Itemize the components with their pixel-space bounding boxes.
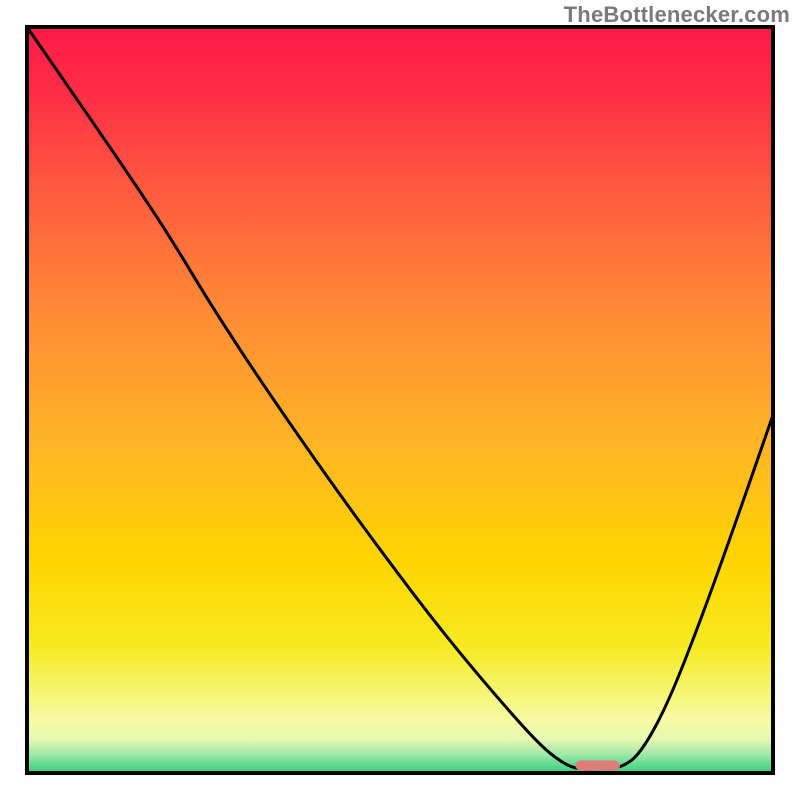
attribution-label: TheBottlenecker.com (564, 2, 790, 28)
chart-container: TheBottlenecker.com (0, 0, 800, 800)
bottleneck-chart (0, 0, 800, 800)
chart-background (27, 27, 773, 773)
optimal-marker (575, 760, 620, 770)
